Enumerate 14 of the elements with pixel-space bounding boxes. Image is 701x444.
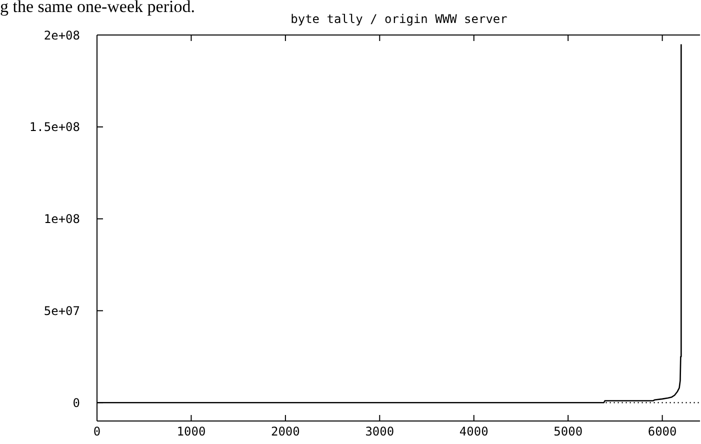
x-tick-label: 1000 bbox=[176, 424, 206, 439]
x-tick-label: 4000 bbox=[459, 424, 488, 439]
x-tick-label: 5000 bbox=[554, 424, 583, 439]
y-tick-label: 1.5e+08 bbox=[29, 120, 80, 134]
y-tick-label: 2e+08 bbox=[44, 28, 80, 42]
y-tick-label: 0 bbox=[72, 396, 80, 410]
x-tick-label: 0 bbox=[93, 424, 101, 439]
chart-title: byte tally / origin WWW server bbox=[290, 12, 508, 26]
x-tick-label: 2000 bbox=[270, 424, 300, 439]
text: g the same one-week period. bbox=[0, 0, 195, 16]
y-tick-label: 1e+08 bbox=[44, 212, 80, 226]
y-tick-label: 5e+07 bbox=[44, 304, 80, 318]
x-tick-label: 6000 bbox=[648, 424, 677, 439]
x-tick-label: 3000 bbox=[365, 424, 394, 439]
